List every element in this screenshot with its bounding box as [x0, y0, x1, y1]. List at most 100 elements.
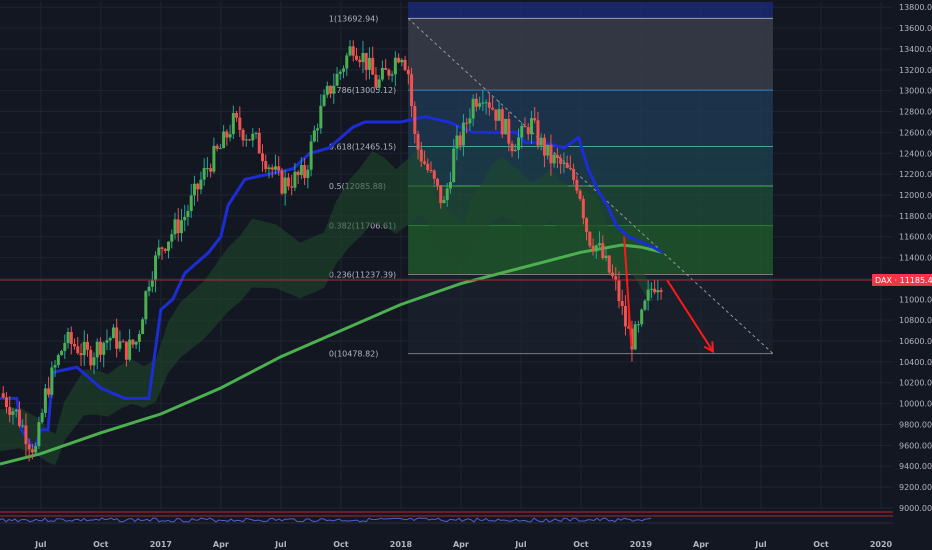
- x-axis[interactable]: Jul Oct 2017 Apr Jul Oct 2018 Apr Jul Oct 2019 Apr J…: [0, 530, 932, 550]
- candle-body: [442, 199, 446, 204]
- candle-body: [536, 120, 540, 146]
- x-tick-label: Apr: [693, 540, 709, 549]
- candle-body: [312, 130, 316, 142]
- candle-body: [11, 411, 15, 415]
- candle-body: [235, 113, 239, 118]
- candle-body: [17, 409, 21, 426]
- candle-body: [296, 171, 300, 176]
- candle-body: [568, 167, 572, 170]
- x-axis-bg: [0, 530, 932, 550]
- candle-body: [367, 57, 371, 70]
- candle-body: [290, 186, 294, 188]
- candle-body: [520, 125, 524, 138]
- candle-body: [533, 118, 537, 121]
- candle-body: [157, 247, 161, 256]
- candle-body: [332, 85, 336, 94]
- candle-body: [371, 57, 375, 75]
- candle-body: [513, 150, 517, 152]
- candle-body: [34, 446, 38, 453]
- candle-body: [260, 153, 264, 162]
- candle-body: [348, 46, 352, 56]
- candle-body: [115, 327, 119, 349]
- x-tick-label: Oct: [93, 540, 109, 549]
- candle-body: [594, 245, 598, 252]
- candle-body: [222, 131, 226, 149]
- candle-body: [118, 341, 122, 349]
- candle-body: [283, 177, 287, 194]
- candle-body: [614, 276, 618, 280]
- candle-body: [636, 324, 640, 326]
- candle-body: [134, 341, 138, 345]
- candle-body: [131, 339, 135, 345]
- candle-body: [60, 350, 64, 356]
- drop-line: [623, 236, 633, 347]
- candle-body: [468, 118, 472, 124]
- y-tick-label: 11800.00: [899, 212, 932, 221]
- candle-body: [338, 71, 342, 74]
- candle-body: [248, 139, 252, 141]
- candle-body: [377, 79, 381, 88]
- x-tick-label: Apr: [453, 540, 469, 549]
- candle-body: [231, 113, 235, 135]
- candle-body: [345, 55, 349, 69]
- x-tick-label: Oct: [573, 540, 589, 549]
- candle-body: [89, 349, 93, 366]
- x-tick-label: Jul: [34, 540, 47, 549]
- indicator-bg: [0, 511, 893, 528]
- candle-body: [183, 216, 187, 221]
- candle-body: [419, 149, 423, 162]
- candle-body: [429, 170, 433, 172]
- candle-body: [66, 331, 70, 344]
- candle-body: [163, 248, 167, 251]
- last-price-badge: DAX · 11185.41: [872, 273, 932, 286]
- y-tick-label: 10800.00: [899, 316, 932, 325]
- candle-body: [465, 122, 469, 124]
- candle-body: [280, 170, 284, 194]
- candle-body: [14, 409, 18, 412]
- candle-body: [21, 425, 25, 427]
- candle-body: [539, 137, 543, 146]
- candle-body: [458, 135, 462, 146]
- candle-body: [354, 55, 358, 60]
- candle-body: [47, 388, 51, 395]
- candle-body: [497, 109, 501, 121]
- candle-body: [517, 137, 521, 151]
- candle-body: [529, 118, 533, 135]
- x-tick-label: Jul: [274, 540, 287, 549]
- candle-body: [630, 328, 634, 350]
- candle-body: [491, 107, 495, 110]
- candle-body: [43, 388, 47, 413]
- candle-body: [649, 288, 653, 290]
- y-tick-label: 9400.00: [899, 462, 932, 471]
- candle-body: [416, 134, 420, 150]
- candle-body: [105, 340, 109, 343]
- fib-band: [408, 146, 773, 187]
- candle-body: [364, 52, 368, 70]
- candle-body: [494, 109, 498, 121]
- y-tick-label: 12800.00: [899, 108, 932, 117]
- y-tick-label: 13200.00: [899, 66, 932, 75]
- candle-body: [559, 157, 563, 164]
- y-tick-label: 11600.00: [899, 233, 932, 242]
- last-price-label: DAX · 11185.41: [875, 276, 932, 285]
- candle-body: [610, 272, 614, 277]
- fib-level-label: 0.618(12465.15): [329, 142, 396, 151]
- y-tick-label: 13600.00: [899, 24, 932, 33]
- candle-body: [620, 301, 624, 307]
- candle-body: [196, 183, 200, 190]
- candle-body: [309, 141, 313, 170]
- candle-body: [406, 69, 410, 75]
- candle-body: [358, 59, 362, 63]
- x-tick-label: 2019: [630, 540, 653, 549]
- y-tick-label: 11400.00: [899, 254, 932, 263]
- candle-body: [316, 128, 320, 131]
- annotations[interactable]: [0, 236, 893, 354]
- last-price-badge-bg: [872, 273, 932, 286]
- candle-body: [591, 245, 595, 252]
- candle-body: [565, 162, 569, 168]
- fib-level-label: 0.236(11237.39): [329, 271, 396, 280]
- candle-body: [481, 102, 485, 104]
- candle-body: [351, 46, 355, 56]
- candle-body: [403, 59, 407, 70]
